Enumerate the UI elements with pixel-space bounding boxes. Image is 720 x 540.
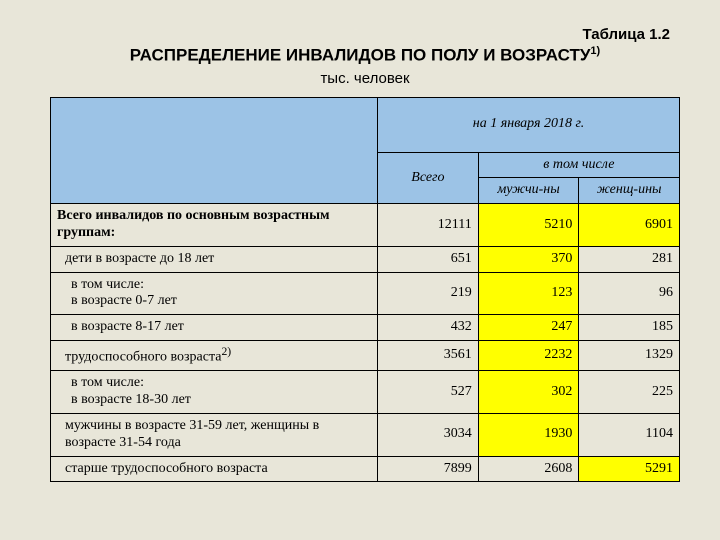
cell-men: 2608 <box>478 456 579 482</box>
cell-women: 5291 <box>579 456 680 482</box>
table-body: Всего инвалидов по основным возрастным г… <box>51 204 680 482</box>
table-header: на 1 января 2018 г. Всего в том числе му… <box>51 97 680 204</box>
cell-women: 6901 <box>579 204 680 247</box>
cell-men: 5210 <box>478 204 579 247</box>
page-title: РАСПРЕДЕЛЕНИЕ ИНВАЛИДОВ ПО ПОЛУ И ВОЗРАС… <box>50 45 680 66</box>
row-label: в возрасте 8-17 лет <box>51 315 378 341</box>
header-women: женщ-ины <box>579 178 680 204</box>
cell-women: 185 <box>579 315 680 341</box>
table-row: старше трудоспособного возраста789926085… <box>51 456 680 482</box>
row-label: трудоспособного возраста2) <box>51 341 378 371</box>
cell-total: 12111 <box>378 204 479 247</box>
table-row: мужчины в возрасте 31-59 лет, женщины в … <box>51 414 680 457</box>
cell-total: 3561 <box>378 341 479 371</box>
cell-women: 1104 <box>579 414 680 457</box>
row-label: в том числе:в возрасте 0-7 лет <box>51 272 378 315</box>
table-row: трудоспособного возраста2)356122321329 <box>51 341 680 371</box>
cell-men: 370 <box>478 246 579 272</box>
cell-women: 1329 <box>579 341 680 371</box>
cell-men: 2232 <box>478 341 579 371</box>
table-row: в том числе:в возрасте 0-7 лет21912396 <box>51 272 680 315</box>
cell-women: 281 <box>579 246 680 272</box>
table-row: в возрасте 8-17 лет432247185 <box>51 315 680 341</box>
cell-total: 219 <box>378 272 479 315</box>
header-including: в том числе <box>478 152 679 178</box>
header-men: мужчи-ны <box>478 178 579 204</box>
cell-total: 527 <box>378 371 479 414</box>
header-blank-corner <box>51 97 378 204</box>
page-container: Таблица 1.2 РАСПРЕДЕЛЕНИЕ ИНВАЛИДОВ ПО П… <box>0 0 720 502</box>
table-row: Всего инвалидов по основным возрастным г… <box>51 204 680 247</box>
cell-women: 225 <box>579 371 680 414</box>
table-row: в том числе:в возрасте 18-30 лет52730222… <box>51 371 680 414</box>
data-table: на 1 января 2018 г. Всего в том числе му… <box>50 97 680 483</box>
row-label: мужчины в возрасте 31-59 лет, женщины в … <box>51 414 378 457</box>
page-subtitle: тыс. человек <box>50 70 680 87</box>
cell-total: 651 <box>378 246 479 272</box>
title-text: РАСПРЕДЕЛЕНИЕ ИНВАЛИДОВ ПО ПОЛУ И ВОЗРАС… <box>130 46 591 65</box>
header-date: на 1 января 2018 г. <box>378 97 680 152</box>
cell-men: 302 <box>478 371 579 414</box>
row-label: старше трудоспособного возраста <box>51 456 378 482</box>
cell-men: 1930 <box>478 414 579 457</box>
cell-men: 247 <box>478 315 579 341</box>
cell-total: 7899 <box>378 456 479 482</box>
cell-total: 432 <box>378 315 479 341</box>
row-label: в том числе:в возрасте 18-30 лет <box>51 371 378 414</box>
table-number: Таблица 1.2 <box>50 26 670 43</box>
row-label: дети в возрасте до 18 лет <box>51 246 378 272</box>
cell-men: 123 <box>478 272 579 315</box>
row-label: Всего инвалидов по основным возрастным г… <box>51 204 378 247</box>
cell-total: 3034 <box>378 414 479 457</box>
cell-women: 96 <box>579 272 680 315</box>
table-row: дети в возрасте до 18 лет651370281 <box>51 246 680 272</box>
title-footnote-marker: 1) <box>590 45 600 57</box>
header-total: Всего <box>378 152 479 204</box>
